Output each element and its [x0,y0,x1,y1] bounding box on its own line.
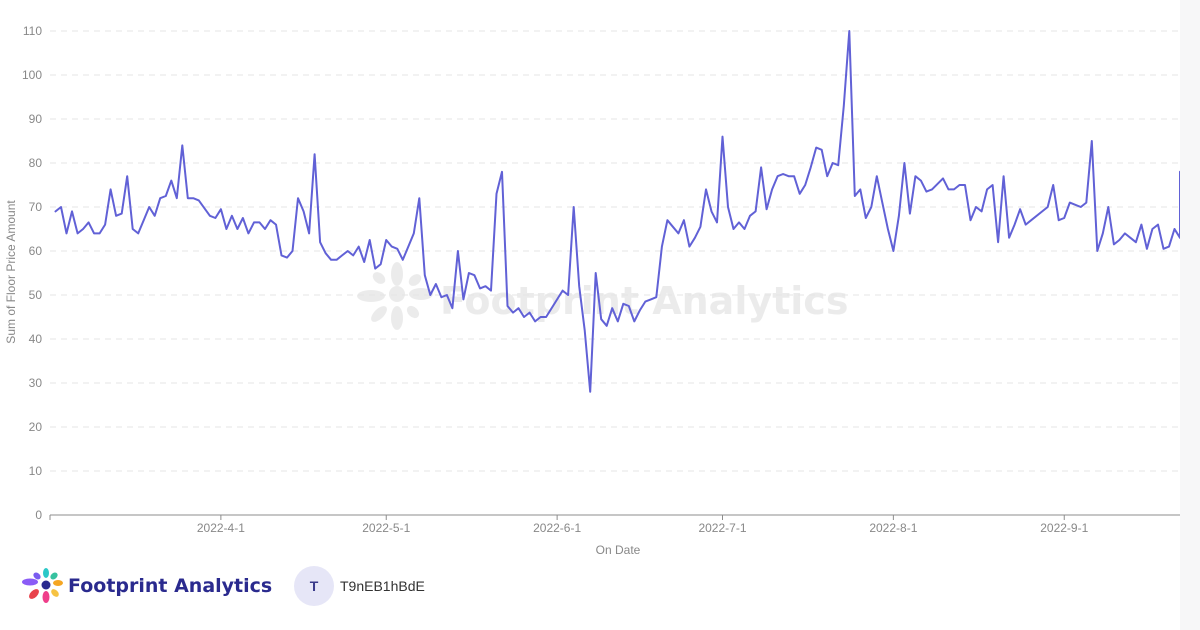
x-tick-label: 2022-6-1 [533,521,581,535]
y-tick-label: 80 [29,156,43,170]
right-scroll-strip [1180,0,1200,630]
x-axis-label: On Date [596,543,641,557]
y-tick-label: 70 [29,200,43,214]
x-tick-label: 2022-7-1 [698,521,746,535]
y-tick-label: 0 [35,508,42,522]
x-axis: 2022-4-1 2022-5-1 2022-6-1 2022-7-1 2022-8-1… [49,514,1180,535]
line-chart: Footprint Analytics 0 10 20 30 40 50 60 70 80 90 1… [4,24,1181,557]
user-name: T9nEB1hBdE [340,578,425,594]
brand-name: Footprint Analytics [68,575,273,597]
y-tick-label: 90 [29,112,43,126]
y-tick-label: 50 [29,288,43,302]
y-tick-label: 20 [29,420,43,434]
watermark-logo-icon [357,262,433,330]
series-line[interactable] [54,30,1181,393]
grid [50,30,1180,472]
x-tick-label: 2022-4-1 [197,521,245,535]
x-tick-label: 2022-5-1 [362,521,410,535]
footprint-logo-icon [22,568,63,603]
y-tick-label: 30 [29,376,43,390]
x-tick-label: 2022-9-1 [1040,521,1088,535]
y-axis-label: Sum of Floor Price Amount [4,200,18,344]
brand[interactable]: Footprint Analytics [18,566,272,606]
y-tick-label: 60 [29,244,43,258]
y-tick-label: 110 [23,24,42,38]
avatar: T [294,566,334,606]
series-layer [54,30,1181,393]
y-tick-label: 40 [29,332,43,346]
user-info[interactable]: T T9nEB1hBdE [294,566,425,606]
footer: Footprint Analytics T T9nEB1hBdE [0,560,1180,620]
y-tick-label: 10 [29,464,43,478]
y-tick-label: 100 [22,68,42,82]
x-tick-label: 2022-8-1 [869,521,917,535]
y-axis-ticks: 0 10 20 30 40 50 60 70 80 90 100 110 [22,24,42,522]
watermark-text: Footprint Analytics [440,279,848,323]
